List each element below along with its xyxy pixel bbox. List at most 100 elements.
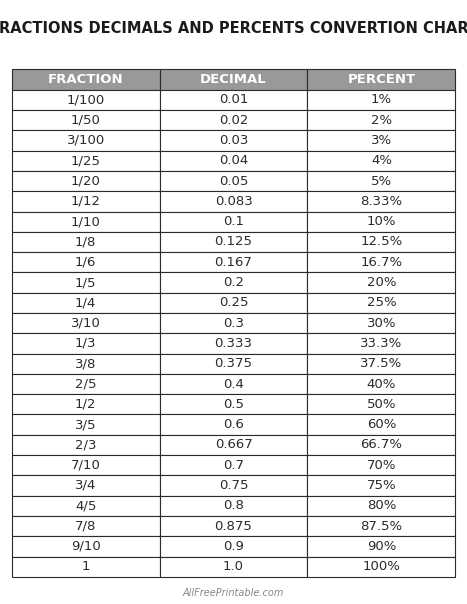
Bar [160, 455, 307, 475]
Text: 3/5: 3/5 [75, 418, 96, 431]
Bar [307, 496, 455, 516]
Text: 7/8: 7/8 [75, 519, 96, 533]
Text: 3/4: 3/4 [75, 479, 96, 492]
Text: 16.7%: 16.7% [361, 255, 403, 269]
Bar [12, 272, 160, 293]
Bar [12, 252, 160, 272]
Text: 1/12: 1/12 [71, 195, 100, 208]
Bar [12, 150, 160, 171]
Text: 25%: 25% [367, 297, 396, 309]
Text: 87.5%: 87.5% [361, 519, 403, 533]
Text: 0.167: 0.167 [214, 255, 253, 269]
Text: 90%: 90% [367, 540, 396, 553]
Bar [12, 313, 160, 333]
Bar [12, 516, 160, 536]
Bar [160, 475, 307, 496]
Text: 1/4: 1/4 [75, 297, 96, 309]
Text: 66.7%: 66.7% [361, 439, 403, 451]
Bar [160, 516, 307, 536]
Bar [12, 536, 160, 556]
Text: 3/8: 3/8 [75, 357, 96, 370]
Text: 0.125: 0.125 [214, 236, 253, 248]
Bar [307, 171, 455, 191]
Bar [160, 69, 307, 90]
Text: 2/5: 2/5 [75, 378, 96, 391]
Bar [160, 313, 307, 333]
Text: 5%: 5% [371, 175, 392, 188]
Bar [307, 313, 455, 333]
Text: 3%: 3% [371, 134, 392, 147]
Bar [307, 232, 455, 252]
Bar [12, 90, 160, 110]
Bar [160, 333, 307, 353]
Text: 0.05: 0.05 [219, 175, 248, 188]
Text: 3/100: 3/100 [66, 134, 105, 147]
Bar [12, 211, 160, 232]
Bar [307, 150, 455, 171]
Text: 0.01: 0.01 [219, 94, 248, 106]
Text: 1.0: 1.0 [223, 560, 244, 573]
Text: 1/100: 1/100 [66, 94, 105, 106]
Bar [12, 69, 160, 90]
Bar [307, 414, 455, 435]
Text: 0.5: 0.5 [223, 398, 244, 411]
Text: 0.9: 0.9 [223, 540, 244, 553]
Text: 3/10: 3/10 [71, 316, 100, 330]
Text: 37.5%: 37.5% [360, 357, 403, 370]
Text: 0.75: 0.75 [219, 479, 248, 492]
Text: FRACTION: FRACTION [48, 73, 123, 86]
Bar [12, 556, 160, 577]
Bar [12, 414, 160, 435]
Text: 1/3: 1/3 [75, 337, 96, 350]
Text: 0.4: 0.4 [223, 378, 244, 391]
Text: 1%: 1% [371, 94, 392, 106]
Text: 1/50: 1/50 [71, 114, 100, 127]
Text: 0.2: 0.2 [223, 276, 244, 289]
Bar [160, 191, 307, 211]
Bar [307, 394, 455, 414]
Text: 2/3: 2/3 [75, 439, 96, 451]
Text: 12.5%: 12.5% [360, 236, 403, 248]
Bar [307, 455, 455, 475]
Text: 4%: 4% [371, 154, 392, 167]
Bar [160, 435, 307, 455]
Text: AllFreePrintable.com: AllFreePrintable.com [183, 588, 284, 598]
Text: 0.02: 0.02 [219, 114, 248, 127]
Bar [160, 171, 307, 191]
Text: 0.875: 0.875 [214, 519, 253, 533]
Bar [12, 333, 160, 353]
Bar [307, 333, 455, 353]
Bar [12, 496, 160, 516]
Text: 0.03: 0.03 [219, 134, 248, 147]
Text: 0.667: 0.667 [215, 439, 252, 451]
Text: 2%: 2% [371, 114, 392, 127]
Text: 50%: 50% [367, 398, 396, 411]
Text: DECIMAL: DECIMAL [200, 73, 267, 86]
Bar [12, 232, 160, 252]
Bar [160, 556, 307, 577]
Bar [307, 130, 455, 150]
Bar [307, 272, 455, 293]
Text: 60%: 60% [367, 418, 396, 431]
Bar [12, 293, 160, 313]
Bar [12, 455, 160, 475]
Bar [307, 374, 455, 394]
Text: 1/25: 1/25 [71, 154, 100, 167]
Text: 75%: 75% [367, 479, 396, 492]
Bar [160, 394, 307, 414]
Text: 100%: 100% [362, 560, 400, 573]
Bar [307, 475, 455, 496]
Bar [160, 374, 307, 394]
Bar [307, 211, 455, 232]
Bar [307, 556, 455, 577]
Bar [12, 374, 160, 394]
Text: 40%: 40% [367, 378, 396, 391]
Text: 33.3%: 33.3% [360, 337, 403, 350]
Bar [12, 110, 160, 130]
Text: 1: 1 [81, 560, 90, 573]
Text: 20%: 20% [367, 276, 396, 289]
Bar [160, 211, 307, 232]
Text: 0.6: 0.6 [223, 418, 244, 431]
Bar [307, 110, 455, 130]
Text: 0.333: 0.333 [214, 337, 253, 350]
